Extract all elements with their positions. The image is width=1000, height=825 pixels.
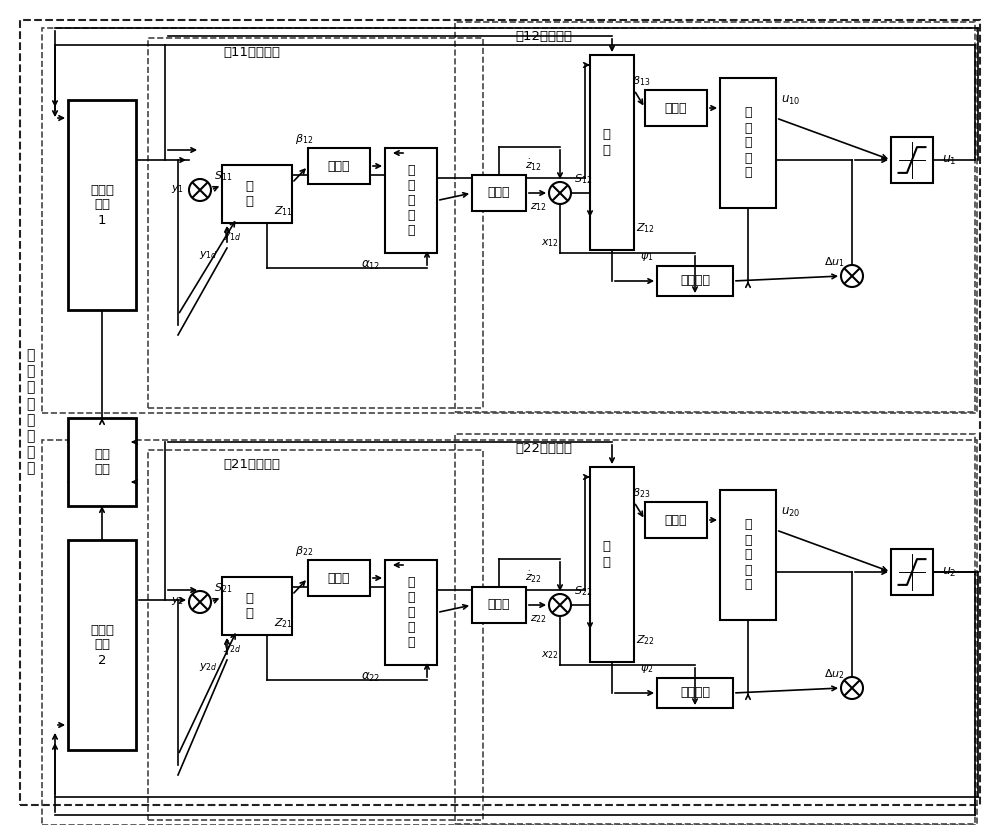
Text: 平
行
单
级
双
倒
立
摆: 平 行 单 级 双 倒 立 摆 <box>26 348 34 476</box>
Bar <box>385 148 437 253</box>
Text: 单级倒
立摆
1: 单级倒 立摆 1 <box>90 183 114 227</box>
Text: 单级倒
立摆
2: 单级倒 立摆 2 <box>90 624 114 667</box>
Text: 逼近器: 逼近器 <box>328 159 350 172</box>
Text: $y_2$: $y_2$ <box>171 595 184 607</box>
Text: 第22子控制器: 第22子控制器 <box>515 442 572 455</box>
Bar <box>222 165 292 223</box>
Text: $\psi_1$: $\psi_1$ <box>640 251 654 263</box>
Text: $x_{22}$: $x_{22}$ <box>541 649 559 661</box>
Text: $\alpha_{12}$: $\alpha_{12}$ <box>361 258 381 271</box>
Circle shape <box>549 182 571 204</box>
Text: $\dot{z}_{12}$: $\dot{z}_{12}$ <box>525 158 543 172</box>
Bar <box>472 175 526 211</box>
Bar <box>657 266 733 296</box>
Circle shape <box>549 594 571 616</box>
Text: $\dot{z}_{22}$: $\dot{z}_{22}$ <box>525 569 543 585</box>
Text: $\Delta u_2$: $\Delta u_2$ <box>824 667 844 681</box>
Text: 第21子控制器: 第21子控制器 <box>223 459 280 472</box>
Text: $y_{2d}$: $y_{2d}$ <box>199 661 217 673</box>
Circle shape <box>841 677 863 699</box>
Bar <box>148 450 483 820</box>
Text: 组
合: 组 合 <box>245 180 253 208</box>
Text: $\alpha_{22}$: $\alpha_{22}$ <box>361 671 381 684</box>
Bar <box>472 587 526 623</box>
Bar <box>645 90 707 126</box>
Text: $y_{1d}$: $y_{1d}$ <box>199 249 217 261</box>
Bar <box>42 28 977 413</box>
Text: $x_{12}$: $x_{12}$ <box>541 237 559 249</box>
Text: $S_{12}$: $S_{12}$ <box>574 172 592 186</box>
Text: $\beta_{13}$: $\beta_{13}$ <box>632 74 650 88</box>
Bar <box>720 78 776 208</box>
Text: $Z_{11}$: $Z_{11}$ <box>274 204 294 218</box>
Text: $\Delta u_1$: $\Delta u_1$ <box>824 255 844 269</box>
Text: 组
合: 组 合 <box>602 129 610 157</box>
Bar <box>657 678 733 708</box>
Text: $\beta_{22}$: $\beta_{22}$ <box>295 544 313 558</box>
Text: 逼近器: 逼近器 <box>328 572 350 584</box>
Text: 辅助系统: 辅助系统 <box>680 275 710 287</box>
Text: 非
线
性
控
制: 非 线 性 控 制 <box>407 164 415 237</box>
Bar <box>590 55 634 250</box>
Text: $S_{22}$: $S_{22}$ <box>574 584 592 598</box>
Text: $S_{21}$: $S_{21}$ <box>214 581 232 595</box>
Text: 组
合: 组 合 <box>245 592 253 620</box>
Bar <box>645 502 707 538</box>
Text: $\dot{y}_{2d}$: $\dot{y}_{2d}$ <box>223 639 241 655</box>
Bar <box>68 540 136 750</box>
Bar <box>455 22 975 412</box>
Bar <box>68 418 136 506</box>
Text: $\beta_{12}$: $\beta_{12}$ <box>295 132 313 146</box>
Text: 非
线
性
控
制: 非 线 性 控 制 <box>744 518 752 592</box>
Bar <box>68 100 136 310</box>
Text: $Z_{21}$: $Z_{21}$ <box>274 616 294 630</box>
Bar <box>308 148 370 184</box>
Bar <box>42 440 977 825</box>
Text: 非
线
性
控
制: 非 线 性 控 制 <box>744 106 752 180</box>
Bar <box>590 467 634 662</box>
Text: $\beta_{23}$: $\beta_{23}$ <box>632 486 650 500</box>
Text: $Z_{12}$: $Z_{12}$ <box>636 221 655 235</box>
Text: $S_{11}$: $S_{11}$ <box>214 169 232 183</box>
Bar <box>385 560 437 665</box>
Text: $y_1$: $y_1$ <box>171 183 184 195</box>
Bar <box>891 137 933 183</box>
Text: $\psi_2$: $\psi_2$ <box>640 663 654 675</box>
Text: $u_{10}$: $u_{10}$ <box>781 93 800 106</box>
Text: $z_{12}$: $z_{12}$ <box>530 201 546 213</box>
Circle shape <box>841 265 863 287</box>
Text: $Z_{22}$: $Z_{22}$ <box>636 633 655 647</box>
Bar <box>148 38 483 408</box>
Text: 滤波器: 滤波器 <box>488 598 510 611</box>
Text: $u_{20}$: $u_{20}$ <box>781 506 800 519</box>
Text: 第12子控制器: 第12子控制器 <box>515 31 572 44</box>
Text: $u_1$: $u_1$ <box>942 153 957 167</box>
Text: 非
线
性
控
制: 非 线 性 控 制 <box>407 576 415 649</box>
Text: 滤波器: 滤波器 <box>488 186 510 200</box>
Circle shape <box>189 179 211 201</box>
Text: 辅助系统: 辅助系统 <box>680 686 710 700</box>
Text: 第11子控制器: 第11子控制器 <box>223 46 280 59</box>
Bar <box>891 549 933 595</box>
Text: 逼近器: 逼近器 <box>665 101 687 115</box>
Text: 组
合: 组 合 <box>602 540 610 568</box>
Text: $\dot{y}_{1d}$: $\dot{y}_{1d}$ <box>223 228 241 243</box>
Text: 逼近器: 逼近器 <box>665 513 687 526</box>
Bar <box>222 577 292 635</box>
Text: $u_2$: $u_2$ <box>942 565 957 578</box>
Text: $z_{22}$: $z_{22}$ <box>530 613 546 625</box>
Circle shape <box>189 591 211 613</box>
Bar <box>455 434 975 824</box>
Bar <box>720 490 776 620</box>
Bar <box>308 560 370 596</box>
Text: 相互
作用: 相互 作用 <box>94 448 110 476</box>
